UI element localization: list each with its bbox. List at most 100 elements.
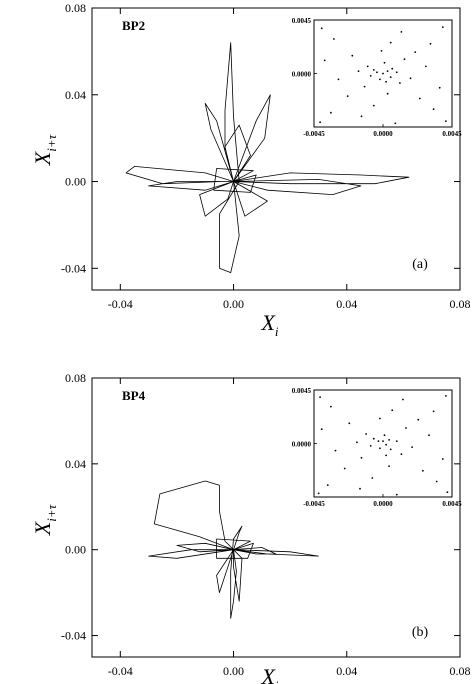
panel-2-inset-point-15 [356, 441, 358, 444]
panel-1-inset-x-tick-label-1: 0.0000 [373, 130, 393, 138]
panel-1-inset-x-tick-label-2: 0.0045 [442, 130, 462, 138]
panel-1-inset-point-20 [414, 51, 417, 53]
panel-2-inset-point-8 [369, 445, 372, 447]
panel-1-x-tick-label-1: 0.00 [223, 297, 244, 311]
panel-2-inset-point-9 [395, 440, 398, 442]
panel-1-inset-point-29 [432, 108, 435, 111]
panel-1-inset-point-34 [323, 59, 326, 62]
panel-2-series-line-0 [148, 480, 319, 619]
panel-2-x-axis-label: Xi [260, 664, 278, 684]
panel-2-inset-point-25 [428, 434, 430, 437]
panel-1-inset-point-27 [429, 42, 432, 45]
panel-2-inset-point-12 [400, 453, 403, 456]
panel-2-inset-point-16 [411, 446, 413, 448]
panel-2-inset-point-7 [383, 434, 386, 437]
panel-1-x-tick-label-0: -0.04 [108, 297, 133, 311]
panel-2: -0.04 0.00 0.04 0.08 -0.04 0.00 0.04 0.08 BP4 (b)… [30, 371, 471, 684]
panel-2-y-tick-label-1: 0.00 [65, 543, 86, 557]
panel-1-plot-frame [91, 7, 461, 291]
panel-2-inset-point-34 [320, 428, 323, 431]
panel-2-inset-point-3 [388, 439, 390, 441]
panel-1: -0.04 0.00 0.04 0.08 -0.04 0.00 0.04 0.08 BP2 (a)… [30, 1, 471, 339]
panel-2-y-tick-label-3: 0.08 [65, 371, 86, 385]
panel-1-inset-point-23 [389, 41, 392, 44]
panel-1-series-line-0 [125, 42, 410, 273]
panel-2-inset-point-28 [330, 405, 332, 408]
panel-1-inset-point-2 [376, 71, 378, 74]
panel-1-title: BP2 [122, 18, 145, 33]
panel-2-inset-point-29 [435, 480, 438, 483]
panel-1-inset-point-26 [337, 78, 340, 81]
panel-1-inset-point-33 [438, 86, 441, 89]
panel-2-inset-x-tick-label-2: 0.0045 [442, 500, 462, 508]
panel-2-y-tick-label-0: -0.04 [61, 629, 86, 643]
panel-2-inset-point-2 [377, 440, 380, 442]
panel-2-inset-point-32 [359, 487, 361, 490]
panel-2-inset-point-21 [343, 467, 346, 470]
panel-1-inset-point-21 [346, 95, 349, 97]
panel-1-y-tick-label-3: 0.08 [65, 1, 86, 15]
panel-2-inset-point-5 [389, 448, 392, 451]
panel-2-inset-point-35 [445, 395, 447, 397]
panel-2-inset-y-tick-label-0: 0.0045 [292, 387, 312, 395]
panel-2-inset-point-0 [382, 440, 384, 442]
panel-1-inset-point-22 [418, 97, 421, 100]
panel-2-inset-point-33 [441, 458, 444, 460]
panel-1-inset-point-31 [400, 31, 403, 33]
panel-2-title: BP4 [122, 388, 146, 403]
panel-1-inset-y-tick-label-0: 0.0045 [292, 17, 312, 25]
panel-2-inset-point-6 [372, 437, 375, 440]
panel-2-inset-point-10 [385, 454, 387, 457]
panel-2-x-tick-label-3: 0.08 [450, 664, 471, 678]
panel-1-y-tick-label-2: 0.04 [65, 88, 86, 102]
panel-2-x-tick-label-1: 0.00 [223, 664, 244, 678]
panel-2-inset-point-22 [422, 469, 424, 472]
panel-1-inset-point-38 [319, 121, 321, 124]
panel-2-inset-point-38 [317, 492, 320, 495]
panel-1-inset-point-5 [391, 67, 394, 70]
panel-2-inset-point-18 [379, 417, 381, 420]
panel-1-inset-x-tick-label-0: -0.0045 [303, 130, 325, 138]
panel-2-x-tick-label-2: 0.04 [336, 664, 357, 678]
panel-2-inset-y-tick-label-1: 0.0000 [292, 441, 312, 449]
panel-1-inset-point-4 [379, 78, 381, 81]
panel-2-inset-point-36 [319, 396, 321, 398]
panel-1-x-tick-label-3: 0.08 [450, 297, 471, 311]
panel-1-inset-point-7 [385, 80, 387, 83]
panel-2-plot-frame [91, 377, 461, 658]
panel-2-inset-point-13 [360, 456, 363, 459]
panel-1-x-axis-label: Xi [260, 310, 278, 339]
panel-2-inset-point-27 [432, 410, 435, 413]
panel-1-inset-point-17 [386, 92, 389, 95]
panel-1-x-tick-label-2: 0.04 [336, 297, 357, 311]
panel-1-inset-point-11 [366, 65, 369, 68]
panel-2-inset-point-26 [334, 449, 337, 452]
panel-1-inset-point-37 [445, 120, 447, 122]
panel-2-inset-point-24 [371, 477, 374, 479]
panel-2-panel-label: (b) [412, 625, 429, 640]
panel-1-inset-point-9 [395, 71, 398, 74]
panel-2-inset-point-17 [388, 465, 390, 467]
panel-2-y-axis-label: Xi+τ [30, 503, 59, 536]
panel-2-inset-point-14 [405, 427, 407, 429]
panel-1-inset-point-19 [351, 54, 354, 57]
panel-1-inset-point-12 [399, 82, 401, 84]
panel-1-inset-point-18 [380, 50, 383, 52]
panel-2-inset-x-tick-label-1: 0.0000 [373, 500, 393, 508]
panel-1-inset-point-1 [386, 70, 389, 72]
panel-2-inset-point-19 [348, 422, 351, 425]
panel-1-inset-point-6 [372, 69, 375, 71]
panel-2-inset-point-39 [395, 493, 398, 496]
panel-2-x-tick-label-0: -0.04 [108, 664, 133, 678]
panel-2-inset-point-37 [446, 491, 449, 494]
panel-1-inset-point-16 [409, 77, 412, 80]
panel-1-inset-point-36 [320, 27, 323, 30]
panel-2-inset-point-31 [402, 398, 404, 401]
panel-1-inset: -0.0045 0.0000 0.0045 0.0045 0.0000 [292, 17, 462, 138]
panel-2-inset-point-1 [385, 443, 387, 446]
panel-1-inset-point-15 [357, 70, 360, 72]
panel-1-inset-point-39 [394, 122, 397, 125]
panel-2-inset-point-4 [379, 447, 381, 450]
panel-1-inset-point-3 [389, 76, 392, 78]
